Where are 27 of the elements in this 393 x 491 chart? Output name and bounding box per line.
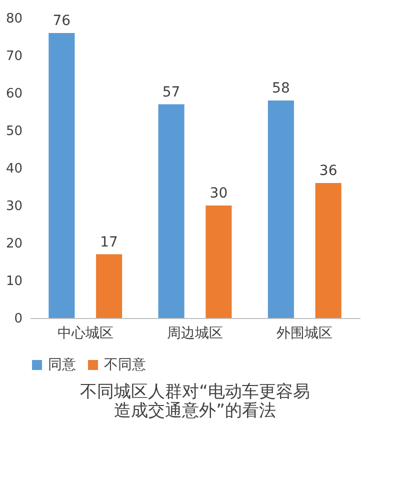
bar: [268, 100, 294, 318]
y-tick-label: 40: [6, 162, 22, 176]
bar: [315, 183, 342, 318]
y-tick-label: 70: [6, 49, 22, 64]
x-tick-label: 中心城区: [57, 326, 114, 342]
data-label: 36: [319, 163, 338, 179]
y-tick-label: 30: [6, 199, 22, 214]
bar: [96, 254, 122, 318]
y-tick-label: 80: [6, 12, 22, 26]
x-tick-label: 周边城区: [167, 326, 223, 342]
y-tick-label: 20: [6, 236, 22, 252]
data-label: 58: [272, 80, 290, 96]
bar: [158, 104, 184, 318]
data-label: 30: [210, 186, 228, 202]
y-tick-label: 50: [6, 124, 22, 139]
legend-label: 同意: [48, 357, 76, 373]
y-tick-label: 60: [6, 86, 22, 102]
x-tick-label: 外围城区: [276, 326, 333, 342]
data-label: 17: [100, 234, 118, 250]
y-tick-label: 0: [14, 312, 22, 326]
data-label: 57: [162, 84, 180, 100]
data-label: 76: [52, 13, 71, 29]
y-tick-label: 10: [6, 274, 22, 289]
bar: [48, 33, 75, 318]
legend-label: 不同意: [104, 357, 146, 373]
text: 不同城区人群对“电动车更容易造成交通意外”的看法: [80, 382, 310, 421]
bar: [206, 206, 232, 318]
